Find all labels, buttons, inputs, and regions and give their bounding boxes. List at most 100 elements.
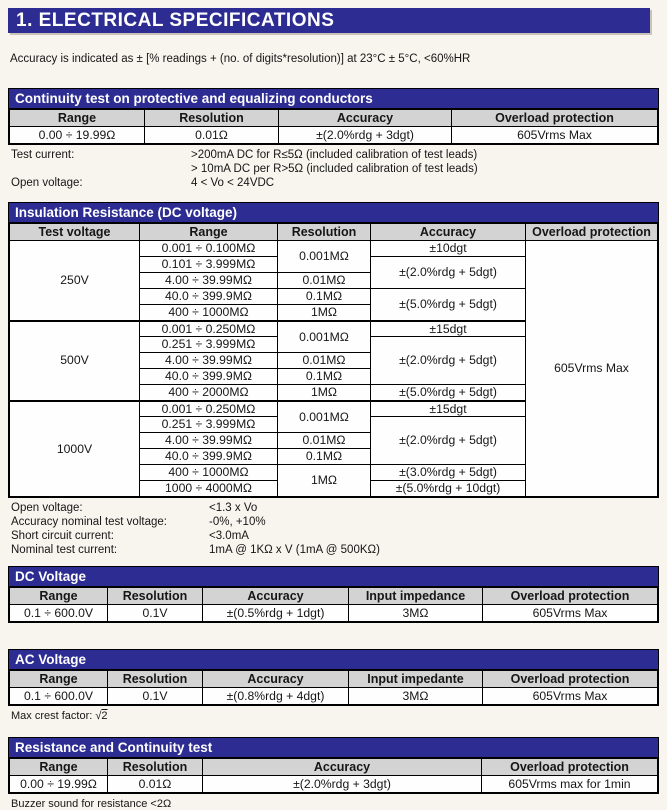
range-cell: 400 ÷ 1000MΩ — [139, 464, 278, 481]
overload-cell: 605Vrms Max — [451, 126, 658, 144]
resolution-cell: 1MΩ — [277, 384, 371, 401]
table-row: 4.00 ÷ 39.99MΩ 0.01MΩ — [10, 432, 658, 449]
range-cell: 0.251 ÷ 3.999MΩ — [139, 336, 278, 353]
table-row: 400 ÷ 1000MΩ 1MΩ ±(3.0%rdg + 5dgt) — [10, 464, 658, 497]
range-cell: 1000 ÷ 4000MΩ — [139, 480, 278, 497]
range-cell: 0.1 ÷ 600.0V — [9, 687, 108, 705]
continuity-table: Range Resolution Accuracy Overload prote… — [9, 109, 658, 144]
note-value: <1.3 x Vo — [209, 502, 258, 514]
note-row: Open voltage: 4 < Vo < 24VDC — [11, 176, 659, 190]
overload-cell: 605Vrms Max — [525, 240, 658, 497]
dc-voltage-section-title: DC Voltage — [9, 567, 658, 587]
note-value: 4 < Vo < 24VDC — [191, 177, 275, 189]
continuity-notes: Test current: >200mA DC for R≤5Ω (includ… — [8, 145, 659, 190]
ac-voltage-data-row: 0.1 ÷ 600.0V 0.1V ±(0.8%rdg + 4dgt) 3MΩ … — [9, 687, 658, 705]
note-row: Accuracy nominal test voltage: -0%, +10% — [11, 515, 659, 529]
table-row: 400 ÷ 1000MΩ 1MΩ — [10, 304, 658, 321]
table-row: 0.251 ÷ 3.999MΩ ±(2.0%rdg + 5dgt) — [10, 416, 658, 465]
insulation-header-row: Test voltage Range Resolution Accuracy O… — [9, 223, 658, 241]
accuracy-cell: ±(2.0%rdg + 5dgt) — [370, 256, 526, 289]
col-header-range: Range — [9, 758, 108, 776]
range-cell: 0.001 ÷ 0.250MΩ — [139, 399, 278, 417]
section-resistance-continuity: Resistance and Continuity test Range Res… — [8, 737, 659, 794]
note-value: > 10mA DC per R>5Ω (included calibration… — [191, 163, 478, 175]
resolution-cell: 0.01MΩ — [277, 272, 371, 289]
accuracy-cell: ±(0.8%rdg + 4dgt) — [202, 687, 349, 705]
col-header-resolution: Resolution — [107, 758, 203, 776]
resolution-cell: 0.01MΩ — [277, 352, 371, 369]
ac-voltage-section-title: AC Voltage — [9, 650, 658, 670]
continuity-section-title: Continuity test on protective and equali… — [9, 89, 658, 109]
table-row: 400 ÷ 2000MΩ 1MΩ ±(5.0%rdg + 5dgt) — [10, 384, 658, 401]
col-header-input-impedance: Input impedance — [348, 587, 483, 605]
section-dc-voltage: DC Voltage Range Resolution Accuracy Inp… — [8, 566, 659, 623]
resistance-data-row: 0.00 ÷ 19.99Ω 0.01Ω ±(2.0%rdg + 3dgt) 60… — [9, 775, 658, 793]
note-row: Nominal test current: 1mA @ 1KΩ x V (1mA… — [11, 543, 659, 557]
accuracy-note: Accuracy is indicated as ± [% readings +… — [10, 53, 471, 65]
resolution-cell: 0.01Ω — [107, 775, 203, 793]
overload-cell: 605Vrms max for 1min — [481, 775, 658, 793]
table-row: 4.00 ÷ 39.99MΩ 0.01MΩ — [10, 272, 658, 289]
table-row: 40.0 ÷ 399.9MΩ 0.1MΩ — [10, 448, 658, 465]
continuity-data-row: 0.00 ÷ 19.99Ω 0.01Ω ±(2.0%rdg + 3dgt) 60… — [9, 126, 658, 144]
impedance-cell: 3MΩ — [348, 604, 483, 622]
col-header-accuracy: Accuracy — [202, 587, 349, 605]
col-header-resolution: Resolution — [107, 670, 203, 688]
buzzer-note: Buzzer sound for resistance <2Ω — [11, 798, 172, 810]
resistance-section-title: Resistance and Continuity test — [9, 738, 658, 758]
table-row: 1000 ÷ 4000MΩ ±(5.0%rdg + 10dgt) — [10, 480, 658, 497]
accuracy-cell: ±10dgt — [370, 240, 526, 257]
spec-page: 1. ELECTRICAL SPECIFICATIONS Accuracy is… — [8, 8, 659, 810]
col-header-overload: Overload protection — [525, 223, 658, 241]
accuracy-cell: ±(2.0%rdg + 3dgt) — [202, 775, 482, 793]
resolution-cell: 1MΩ — [277, 304, 371, 321]
note-label: Open voltage: — [11, 177, 83, 189]
range-cell: 400 ÷ 1000MΩ — [139, 304, 278, 321]
col-header-resolution: Resolution — [107, 587, 203, 605]
ac-voltage-header-row: Range Resolution Accuracy Input impedant… — [9, 670, 658, 688]
col-header-resolution: Resolution — [277, 223, 371, 241]
col-header-overload: Overload protection — [481, 758, 658, 776]
accuracy-cell: ±15dgt — [370, 399, 526, 417]
range-cell: 0.001 ÷ 0.100MΩ — [139, 240, 278, 257]
note-label: Accuracy nominal test voltage: — [11, 516, 167, 528]
section-continuity-test: Continuity test on protective and equali… — [8, 88, 659, 145]
accuracy-cell: ±(0.5%rdg + 1dgt) — [202, 604, 349, 622]
table-row: 1000V 0.001 ÷ 0.250MΩ 0.001MΩ ±15dgt — [9, 399, 658, 497]
table-row: 500V 0.001 ÷ 0.250MΩ 0.001MΩ ±15dgt — [9, 319, 658, 401]
dc-voltage-header-row: Range Resolution Accuracy Input impedanc… — [9, 587, 658, 605]
note-label: Max crest factor: — [11, 710, 93, 722]
resistance-header-row: Range Resolution Accuracy Overload prote… — [9, 758, 658, 776]
resolution-cell: 0.001MΩ — [277, 319, 371, 353]
range-cell: 4.00 ÷ 39.99MΩ — [139, 432, 278, 449]
col-header-test-voltage: Test voltage — [9, 223, 140, 241]
resolution-cell: 0.1MΩ — [277, 288, 371, 305]
note-value: 1mA @ 1KΩ x V (1mA @ 500KΩ) — [209, 544, 380, 556]
range-cell: 0.00 ÷ 19.99Ω — [9, 126, 145, 144]
accuracy-cell: ±(2.0%rdg + 5dgt) — [370, 416, 526, 465]
range-cell: 4.00 ÷ 39.99MΩ — [139, 352, 278, 369]
col-header-resolution: Resolution — [144, 109, 279, 127]
col-header-range: Range — [9, 587, 108, 605]
dc-voltage-table: Range Resolution Accuracy Input impedanc… — [9, 587, 658, 622]
col-header-overload: Overload protection — [482, 587, 658, 605]
range-cell: 0.1 ÷ 600.0V — [9, 604, 108, 622]
col-header-input-impedance: Input impedante — [348, 670, 483, 688]
range-cell: 400 ÷ 2000MΩ — [139, 384, 278, 401]
resistance-table: Range Resolution Accuracy Overload prote… — [9, 758, 658, 793]
accuracy-cell: ±(2.0%rdg + 5dgt) — [370, 336, 526, 385]
range-cell: 40.0 ÷ 399.9MΩ — [139, 288, 278, 305]
accuracy-cell: ±15dgt — [370, 319, 526, 337]
col-header-accuracy: Accuracy — [370, 223, 526, 241]
ac-voltage-table: Range Resolution Accuracy Input impedant… — [9, 670, 658, 705]
range-cell: 4.00 ÷ 39.99MΩ — [139, 272, 278, 289]
accuracy-cell: ±(5.0%rdg + 10dgt) — [370, 480, 526, 497]
page-title-text: 1. ELECTRICAL SPECIFICATIONS — [16, 10, 335, 31]
resolution-cell: 0.1MΩ — [277, 368, 371, 385]
range-cell: 0.00 ÷ 19.99Ω — [9, 775, 108, 793]
note-value: >200mA DC for R≤5Ω (included calibration… — [191, 149, 478, 161]
insulation-section-title: Insulation Resistance (DC voltage) — [9, 203, 658, 223]
page-title: 1. ELECTRICAL SPECIFICATIONS — [8, 8, 650, 33]
range-cell: 40.0 ÷ 399.9MΩ — [139, 448, 278, 465]
col-header-range: Range — [139, 223, 278, 241]
